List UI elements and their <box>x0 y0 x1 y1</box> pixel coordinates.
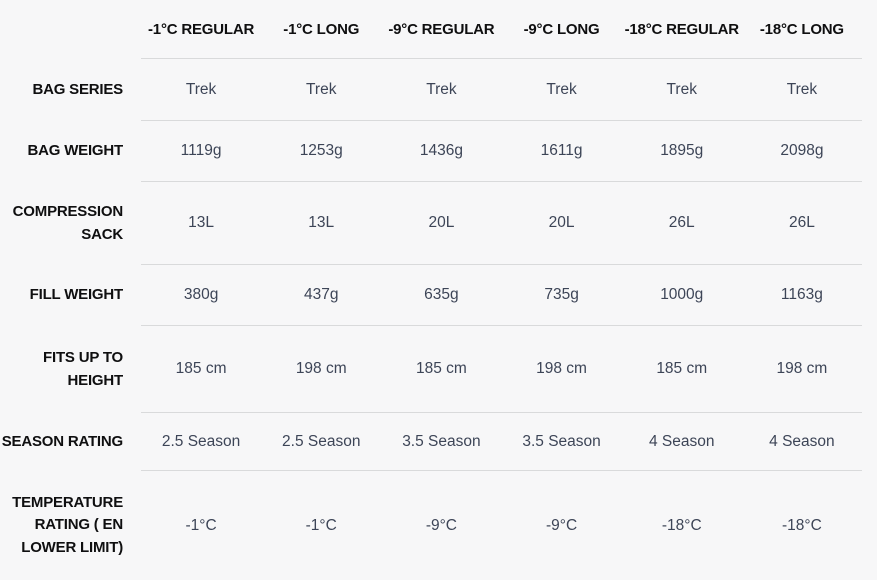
cell-value: 2.5 Season <box>282 432 361 450</box>
cell-value: 380g <box>183 286 219 303</box>
table-row-fill-weight: FILL WEIGHT 380g 437g 635g 735g 1000g 11… <box>0 265 877 326</box>
cell-value: 185 cm <box>415 360 467 377</box>
table-row-compression-sack: COMPRESSION SACK 13L 13L 20L 20L 26L 26L <box>0 182 877 265</box>
row-label-cell: SEASON RATING <box>0 413 141 471</box>
table-row-season-rating: SEASON RATING 2.5 Season 2.5 Season 3.5 … <box>0 413 877 471</box>
column-header: -1°C REGULAR <box>148 20 255 38</box>
cell-value: -9°C <box>545 516 578 534</box>
cell-value: Trek <box>306 80 337 98</box>
row-label-cell: BAG SERIES <box>0 59 141 121</box>
row-values: 13L 13L 20L 20L 26L 26L <box>141 182 862 265</box>
cell-value: 26L <box>788 214 815 231</box>
table-header-row: -1°C REGULAR -1°C LONG -9°C REGULAR -9°C… <box>0 0 877 59</box>
cell-value: -18°C <box>782 516 822 534</box>
cell-value: 198 cm <box>776 360 828 377</box>
cell-value: 198 cm <box>536 360 587 377</box>
cell-value: 2098g <box>780 142 824 159</box>
row-label: BAG SERIES <box>32 80 123 98</box>
cell-value: 20L <box>548 214 575 231</box>
cell-value: 635g <box>424 286 459 303</box>
row-values: Trek Trek Trek Trek Trek Trek <box>141 59 862 121</box>
cell-value: 13L <box>188 214 215 231</box>
row-values: 1119g 1253g 1436g 1611g 1895g 2098g <box>141 121 862 182</box>
cell-value: 1119g <box>180 142 222 159</box>
row-label-cell: TEMPERATURE RATING ( EN LOWER LIMIT) <box>0 471 141 580</box>
cell-value: 13L <box>308 214 335 231</box>
cell-value: 1000g <box>660 286 704 303</box>
cell-value: Trek <box>185 80 217 98</box>
cell-value: 20L <box>428 214 455 231</box>
cell-value: 4 Season <box>769 432 835 450</box>
cell-value: -18°C <box>661 516 702 534</box>
row-values: 2.5 Season 2.5 Season 3.5 Season 3.5 Sea… <box>141 413 862 471</box>
row-label: COMPRESSION SACK <box>12 203 124 243</box>
cell-value: 735g <box>544 286 579 303</box>
cell-value: 185 cm <box>175 360 227 377</box>
cell-value: 1895g <box>660 142 704 159</box>
column-header: -18°C LONG <box>759 20 844 38</box>
row-values: -1°C -1°C -9°C -9°C -18°C -18°C <box>141 471 862 580</box>
cell-value: 1611g <box>540 142 583 159</box>
cell-value: 26L <box>668 214 695 231</box>
row-label-cell: FITS UP TO HEIGHT <box>0 326 141 413</box>
cell-value: 3.5 Season <box>522 432 601 450</box>
column-header: -1°C LONG <box>283 20 360 38</box>
cell-value: 437g <box>304 286 339 303</box>
cell-value: 2.5 Season <box>161 432 241 450</box>
cell-value: 1253g <box>299 142 343 159</box>
table-row-temperature-rating: TEMPERATURE RATING ( EN LOWER LIMIT) -1°… <box>0 471 877 580</box>
row-label: FITS UP TO HEIGHT <box>43 349 123 389</box>
cell-value: Trek <box>426 80 457 98</box>
cell-value: Trek <box>786 80 818 98</box>
row-label: BAG WEIGHT <box>27 142 124 160</box>
row-label-cell: BAG WEIGHT <box>0 121 141 182</box>
row-values: 185 cm 198 cm 185 cm 198 cm 185 cm 198 c… <box>141 326 862 413</box>
cell-value: -1°C <box>305 516 337 534</box>
column-header: -18°C REGULAR <box>624 20 739 38</box>
cell-value: 1163g <box>780 286 823 303</box>
cell-value: -1°C <box>185 516 217 534</box>
column-header: -9°C REGULAR <box>388 20 495 38</box>
header-values: -1°C REGULAR -1°C LONG -9°C REGULAR -9°C… <box>141 0 862 59</box>
cell-value: 198 cm <box>295 360 347 377</box>
row-label: FILL WEIGHT <box>29 286 124 304</box>
column-header: -9°C LONG <box>523 20 600 38</box>
cell-value: Trek <box>546 80 577 98</box>
cell-value: Trek <box>666 80 697 98</box>
cell-value: 1436g <box>419 142 463 159</box>
row-label-cell: FILL WEIGHT <box>0 265 141 326</box>
row-values: 380g 437g 635g 735g 1000g 1163g <box>141 265 862 326</box>
table-row-bag-series: BAG SERIES Trek Trek Trek Trek Trek Trek <box>0 59 877 121</box>
row-label: TEMPERATURE RATING ( EN LOWER LIMIT) <box>12 493 123 556</box>
cell-value: 185 cm <box>656 360 708 377</box>
header-label-spacer <box>0 0 141 59</box>
table-row-fits-up-to-height: FITS UP TO HEIGHT 185 cm 198 cm 185 cm 1… <box>0 326 877 413</box>
cell-value: 3.5 Season <box>402 432 481 450</box>
row-label: SEASON RATING <box>1 432 123 450</box>
cell-value: 4 Season <box>648 432 715 450</box>
table-row-bag-weight: BAG WEIGHT 1119g 1253g 1436g 1611g 1895g… <box>0 121 877 182</box>
row-label-cell: COMPRESSION SACK <box>0 182 141 265</box>
cell-value: -9°C <box>425 516 457 534</box>
